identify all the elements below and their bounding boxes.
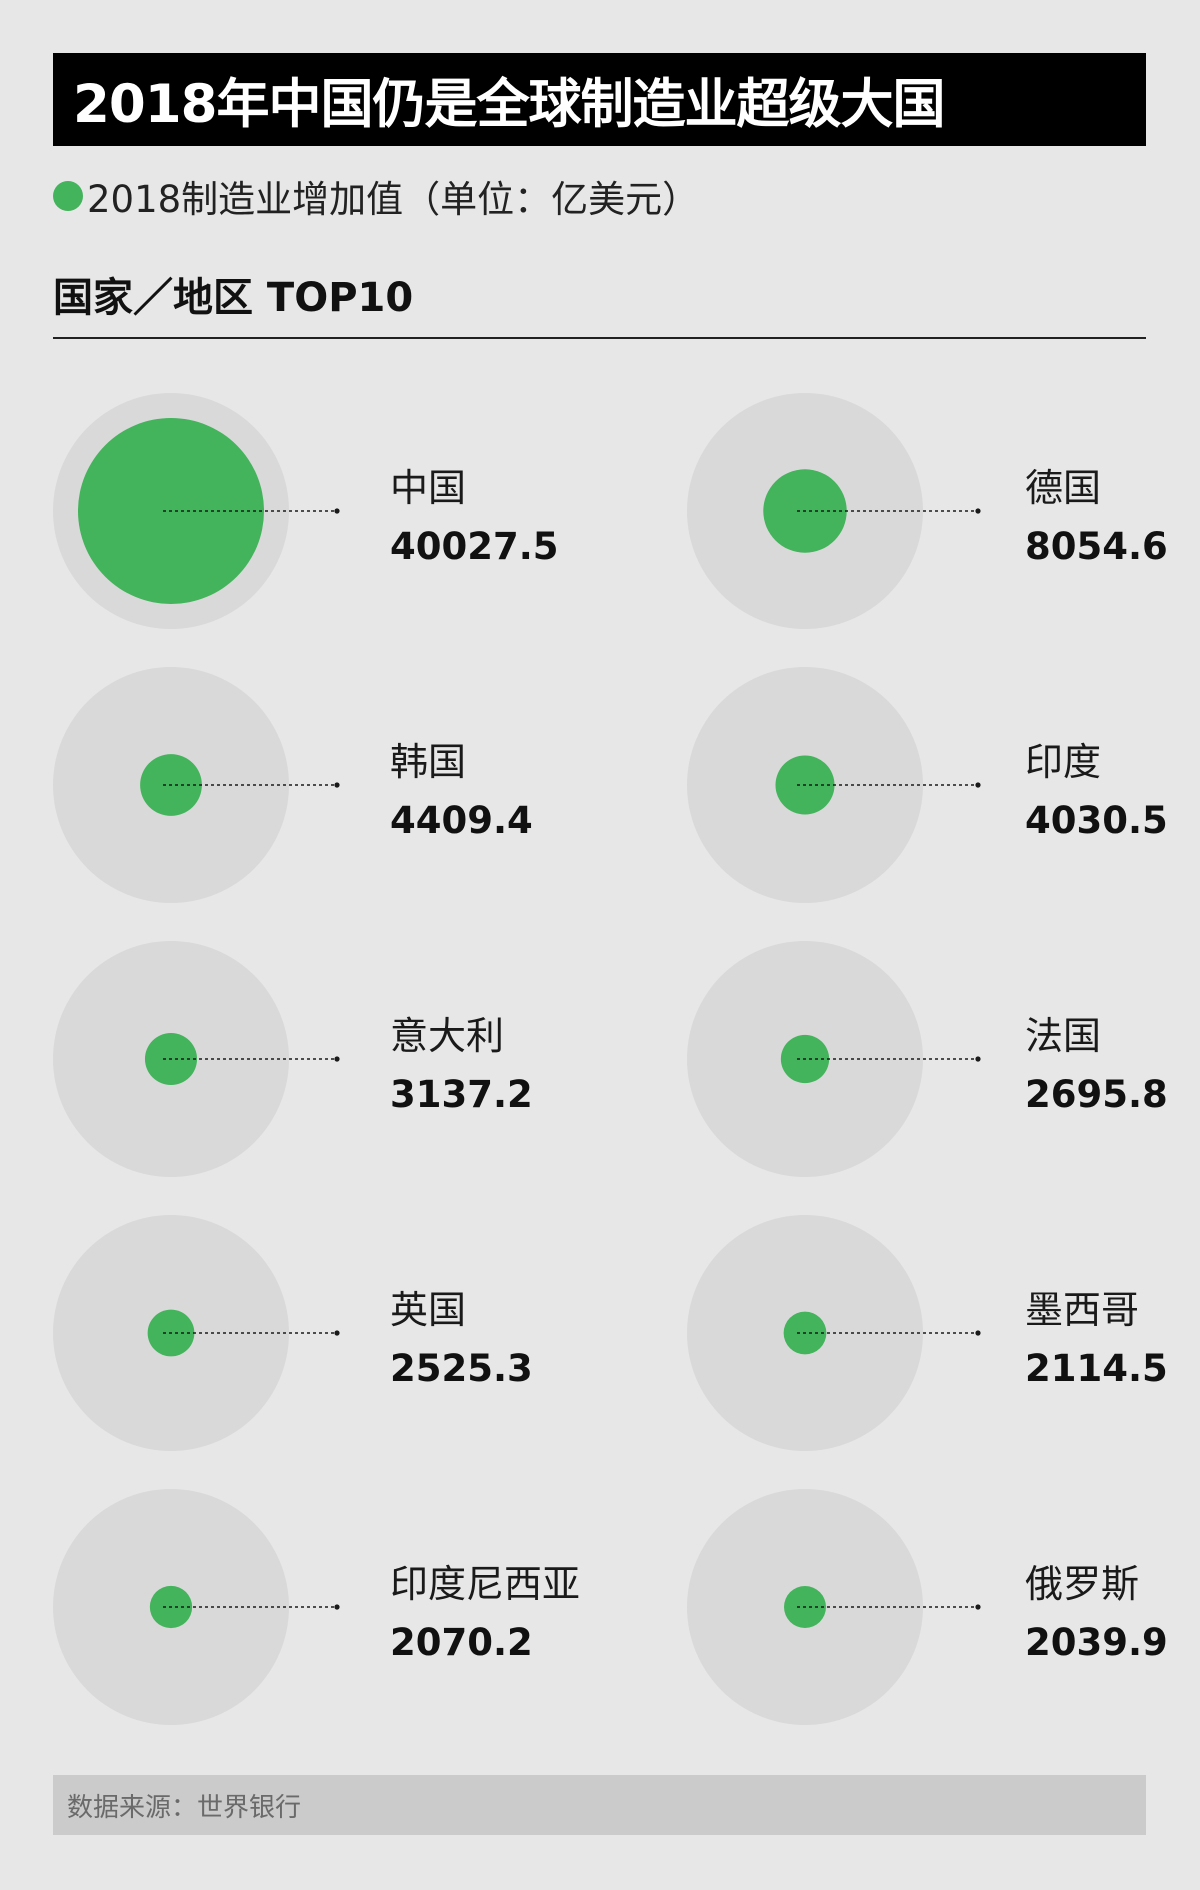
country-label: 中国 bbox=[390, 466, 466, 510]
country-label: 法国 bbox=[1025, 1014, 1101, 1058]
value-label: 2695.8 bbox=[1025, 1073, 1168, 1116]
leader-end-dot-icon bbox=[334, 1056, 340, 1062]
source-text: 数据来源：世界银行 bbox=[67, 1792, 302, 1823]
value-label: 2525.3 bbox=[390, 1347, 533, 1390]
title-bar: 2018年中国仍是全球制造业超级大国 bbox=[53, 53, 1146, 146]
legend-dot-icon bbox=[53, 181, 83, 211]
country-label: 英国 bbox=[390, 1288, 466, 1332]
country-label: 德国 bbox=[1025, 466, 1101, 510]
legend: 2018制造业增加值（单位：亿美元） bbox=[53, 172, 700, 221]
leader-end-dot-icon bbox=[975, 1056, 981, 1062]
value-label: 3137.2 bbox=[390, 1073, 533, 1116]
value-label: 8054.6 bbox=[1025, 525, 1168, 568]
source-bar: 数据来源：世界银行 bbox=[53, 1775, 1146, 1835]
value-label: 40027.5 bbox=[390, 525, 559, 568]
leader-end-dot-icon bbox=[975, 1604, 981, 1610]
country-label: 印度尼西亚 bbox=[390, 1562, 580, 1606]
country-label: 俄罗斯 bbox=[1025, 1562, 1139, 1606]
leader-end-dot-icon bbox=[334, 1330, 340, 1336]
section-heading: 国家／地区 TOP10 bbox=[53, 275, 414, 321]
value-label: 4409.4 bbox=[390, 799, 533, 842]
leader-end-dot-icon bbox=[334, 782, 340, 788]
value-label: 4030.5 bbox=[1025, 799, 1168, 842]
leader-end-dot-icon bbox=[975, 1330, 981, 1336]
section-divider bbox=[53, 337, 1146, 339]
leader-end-dot-icon bbox=[975, 508, 981, 514]
value-label: 2070.2 bbox=[390, 1621, 533, 1664]
legend-label: 2018制造业增加值（单位：亿美元） bbox=[87, 178, 700, 221]
chart-title: 2018年中国仍是全球制造业超级大国 bbox=[73, 73, 946, 135]
leader-end-dot-icon bbox=[334, 508, 340, 514]
country-label: 墨西哥 bbox=[1025, 1288, 1139, 1332]
leader-end-dot-icon bbox=[334, 1604, 340, 1610]
leader-end-dot-icon bbox=[975, 782, 981, 788]
country-label: 韩国 bbox=[390, 740, 466, 784]
value-label: 2039.9 bbox=[1025, 1621, 1168, 1664]
value-label: 2114.5 bbox=[1025, 1347, 1168, 1390]
bubble-chart: 中国 40027.5 德国 8054.6 韩国 4409.4 印度 4030.5 意大利 3137… bbox=[53, 393, 1168, 1725]
country-label: 印度 bbox=[1025, 740, 1101, 784]
country-label: 意大利 bbox=[390, 1014, 504, 1058]
